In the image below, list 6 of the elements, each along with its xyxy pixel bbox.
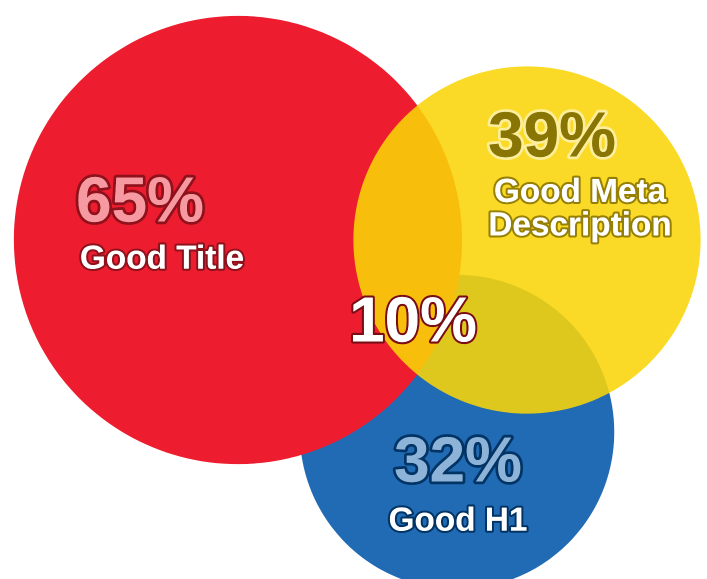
data-label: 39%: [490, 112, 614, 158]
category-label: Good H1: [390, 506, 527, 531]
category-label: Good Meta Description: [490, 178, 670, 242]
data-label: 65%: [78, 176, 202, 222]
data-label: 32%: [396, 436, 520, 482]
category-label: Good Title: [81, 244, 243, 269]
